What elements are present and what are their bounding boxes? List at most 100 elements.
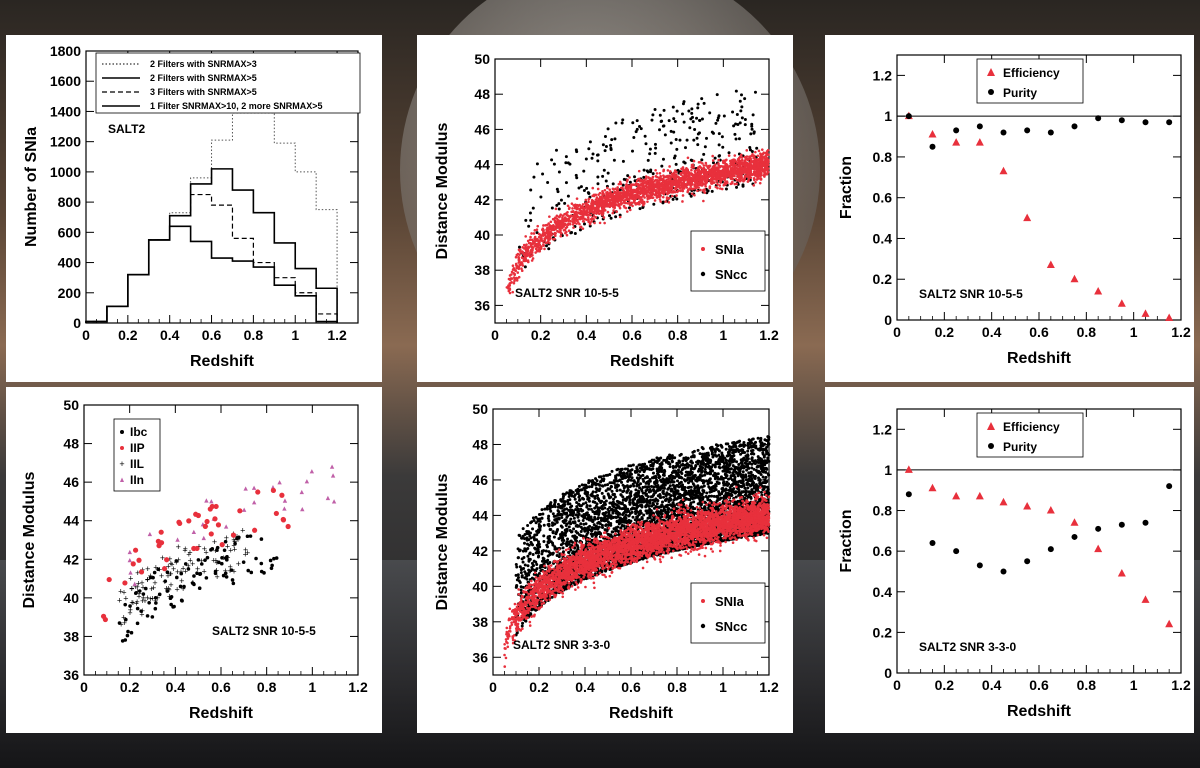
snia-point xyxy=(540,234,543,238)
sncc-point xyxy=(535,231,539,235)
iin-point xyxy=(209,499,214,504)
snia-point xyxy=(509,277,513,280)
sncc-point xyxy=(604,144,608,148)
ibc-point xyxy=(215,545,220,550)
snia-point xyxy=(616,188,620,191)
sncc-point xyxy=(763,478,767,482)
purity-point xyxy=(976,123,983,130)
sncc-point xyxy=(651,498,655,502)
snia-point xyxy=(637,177,641,181)
snia-point xyxy=(513,279,516,283)
sncc-point xyxy=(686,481,690,485)
y-tick-label: 1800 xyxy=(50,43,81,59)
legend-box xyxy=(690,230,766,292)
snia-point xyxy=(559,234,563,238)
snia-point xyxy=(731,164,735,167)
snia-point xyxy=(611,211,615,215)
sncc-point xyxy=(638,509,642,513)
sncc-point xyxy=(685,138,689,142)
snia-point xyxy=(659,182,663,185)
snia-point xyxy=(601,192,604,196)
snia-point xyxy=(518,248,522,252)
ibc-point xyxy=(217,560,221,565)
snia-point xyxy=(658,171,662,175)
sncc-point xyxy=(722,114,726,118)
iil-point: + xyxy=(121,612,126,622)
snia-point xyxy=(761,152,765,156)
snia-point xyxy=(703,188,706,191)
iil-point: + xyxy=(129,584,134,594)
x-tick-label: 0.8 xyxy=(667,679,687,695)
ibc-point xyxy=(269,566,274,571)
snia-point xyxy=(719,172,723,175)
snia-point xyxy=(636,186,640,190)
snia-point xyxy=(711,154,714,158)
x-tick-label: 0.4 xyxy=(577,327,597,343)
snia-point xyxy=(703,191,707,194)
snia-point xyxy=(709,178,713,182)
snia-point xyxy=(744,171,748,174)
snia-point xyxy=(521,251,524,255)
y-tick-label: 48 xyxy=(63,436,79,452)
sncc-point xyxy=(661,201,665,205)
chart-sncc-types: 0 0.2 0.4 0.6 0.8 1 1.23638404244464850Redshif… xyxy=(21,397,368,722)
snia-point xyxy=(689,184,693,187)
iip-point xyxy=(209,503,215,510)
snia-point xyxy=(738,166,742,170)
snia-point xyxy=(510,281,513,284)
snia-point xyxy=(722,160,725,164)
snia-point xyxy=(520,256,524,259)
snia-point xyxy=(753,154,756,158)
x-tick-label: 1 xyxy=(1130,324,1138,340)
sncc-point xyxy=(688,192,692,196)
snia-point xyxy=(701,168,705,171)
legend-marker-ibc xyxy=(120,430,124,434)
sncc-point xyxy=(734,89,738,93)
sncc-point xyxy=(642,168,646,172)
efficiency-point xyxy=(1046,260,1055,268)
snia-point xyxy=(595,212,598,215)
iin-point xyxy=(331,499,337,504)
sncc-point xyxy=(675,147,679,151)
ibc-point xyxy=(126,629,130,634)
iil-point: + xyxy=(121,588,126,598)
snia-point xyxy=(713,177,717,181)
snia-point xyxy=(531,242,534,245)
snia-point xyxy=(698,183,701,187)
iin-point xyxy=(330,473,336,478)
sncc-point xyxy=(678,453,682,457)
sncc-point xyxy=(550,206,554,210)
y-axis-label: Number of SNIa xyxy=(23,127,40,247)
sncc-point xyxy=(641,485,645,489)
snia-point xyxy=(701,176,705,179)
legend-label-iil: IIL xyxy=(130,457,144,471)
snia-point xyxy=(749,176,753,179)
y-tick-label: 1 xyxy=(884,108,892,124)
efficiency-point xyxy=(1094,286,1103,295)
legend-marker-snia xyxy=(701,247,705,251)
iil-point: + xyxy=(175,567,180,577)
sncc-point xyxy=(589,507,593,511)
ibc-point xyxy=(154,601,158,605)
legend-label-efficiency: Efficiency xyxy=(1003,66,1060,80)
sncc-point xyxy=(603,149,607,153)
snia-point xyxy=(586,211,589,214)
sncc-point xyxy=(601,143,605,147)
snia-point xyxy=(676,190,679,194)
sncc-point xyxy=(593,527,597,531)
snia-point xyxy=(567,229,571,233)
snia-point xyxy=(727,171,730,174)
sncc-point xyxy=(715,93,719,97)
sncc-point xyxy=(737,137,741,141)
sncc-point xyxy=(528,211,532,215)
snia-point xyxy=(634,202,637,205)
snia-point xyxy=(644,175,648,178)
snia-point xyxy=(593,221,596,225)
iil-point: + xyxy=(196,541,201,551)
iil-point: + xyxy=(122,618,127,628)
sncc-point xyxy=(546,181,550,185)
snia-point xyxy=(681,183,685,187)
snia-point xyxy=(653,186,657,189)
snia-point xyxy=(646,194,650,197)
iil-point: + xyxy=(145,593,150,603)
